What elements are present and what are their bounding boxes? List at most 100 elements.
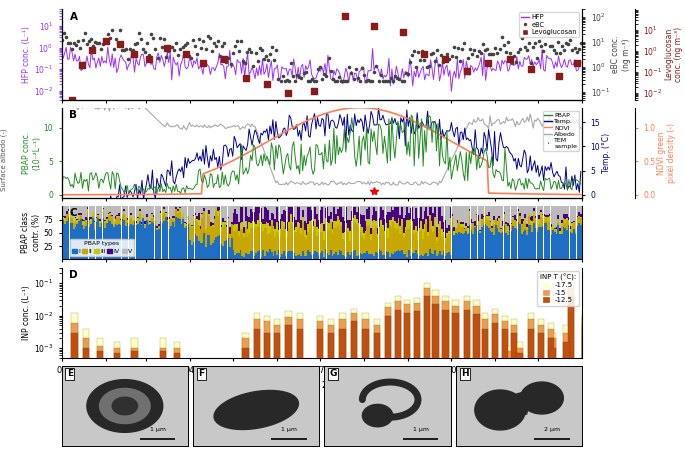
Bar xyxy=(395,252,396,259)
Bar xyxy=(311,206,312,210)
Bar xyxy=(387,238,389,253)
Bar xyxy=(163,206,165,207)
Bar xyxy=(110,206,111,212)
Bar xyxy=(260,227,262,257)
Bar xyxy=(256,227,257,253)
Bar xyxy=(558,206,559,214)
Bar xyxy=(575,206,576,228)
Bar xyxy=(267,252,269,259)
Bar xyxy=(568,220,569,223)
Bar xyxy=(219,235,221,259)
Bar xyxy=(364,235,366,253)
Bar xyxy=(431,229,432,253)
Bar xyxy=(457,220,458,223)
Bar xyxy=(134,220,136,222)
Bar xyxy=(285,256,286,259)
Point xyxy=(498,41,509,48)
Bar xyxy=(370,234,371,240)
Point xyxy=(140,48,151,56)
Point xyxy=(386,74,397,81)
Bar xyxy=(415,232,416,250)
Bar xyxy=(175,209,177,210)
Bar xyxy=(250,251,251,259)
Point xyxy=(206,48,217,55)
Point xyxy=(525,66,536,73)
Bar xyxy=(234,206,236,209)
Bar xyxy=(415,250,416,259)
Bar xyxy=(556,234,558,259)
Bar xyxy=(450,207,451,218)
Bar xyxy=(182,217,184,219)
Bar xyxy=(61,206,62,221)
Bar xyxy=(396,229,397,251)
Point xyxy=(152,54,163,61)
Bar xyxy=(535,216,536,218)
Bar xyxy=(562,218,564,219)
Bar xyxy=(158,226,160,229)
Bar xyxy=(92,212,94,216)
Bar xyxy=(403,304,410,455)
Bar xyxy=(441,237,443,255)
Bar xyxy=(419,206,420,218)
Bar xyxy=(83,339,89,455)
Bar xyxy=(351,211,352,222)
Bar xyxy=(139,211,140,214)
Bar xyxy=(363,253,364,259)
Bar xyxy=(532,224,533,232)
Bar xyxy=(532,232,533,259)
Point xyxy=(92,40,103,47)
Bar xyxy=(214,206,215,216)
Bar xyxy=(532,217,533,221)
Bar xyxy=(346,223,347,228)
Bar xyxy=(108,206,110,213)
Bar xyxy=(570,229,571,230)
Bar xyxy=(528,214,530,216)
Bar xyxy=(92,216,94,218)
Bar xyxy=(137,217,139,218)
Bar xyxy=(106,219,108,223)
Bar xyxy=(380,251,382,259)
Bar xyxy=(208,235,210,259)
Bar xyxy=(403,218,405,233)
Polygon shape xyxy=(112,397,138,415)
Bar xyxy=(186,222,188,224)
Bar xyxy=(502,227,503,232)
Bar xyxy=(142,215,144,218)
Point xyxy=(171,40,182,47)
Bar xyxy=(285,211,286,229)
Bar xyxy=(432,232,434,254)
Bar xyxy=(260,208,262,222)
Bar xyxy=(462,224,464,227)
Bar xyxy=(177,213,179,217)
Point xyxy=(273,76,284,83)
Bar xyxy=(538,224,540,227)
Bar xyxy=(441,206,443,216)
Bar xyxy=(181,206,182,222)
Point xyxy=(188,36,199,44)
Bar xyxy=(425,207,427,219)
Bar xyxy=(328,333,334,455)
Bar xyxy=(231,224,233,238)
Bar xyxy=(136,206,137,221)
Point xyxy=(148,35,159,42)
Bar xyxy=(214,219,215,221)
Bar xyxy=(353,206,354,207)
Bar xyxy=(101,220,102,221)
Bar xyxy=(442,310,449,455)
Point xyxy=(225,61,236,68)
Bar xyxy=(327,230,328,253)
Point xyxy=(271,47,282,54)
Bar xyxy=(223,218,224,222)
Bar xyxy=(267,206,269,210)
Bar xyxy=(370,254,371,259)
Bar xyxy=(174,353,180,455)
Bar xyxy=(229,247,231,259)
Bar xyxy=(306,235,308,239)
Bar xyxy=(311,225,312,255)
Point xyxy=(552,38,563,45)
Bar xyxy=(172,217,173,218)
Bar xyxy=(538,325,544,455)
Bar xyxy=(125,219,127,226)
Bar xyxy=(179,207,181,208)
Bar xyxy=(318,229,319,232)
